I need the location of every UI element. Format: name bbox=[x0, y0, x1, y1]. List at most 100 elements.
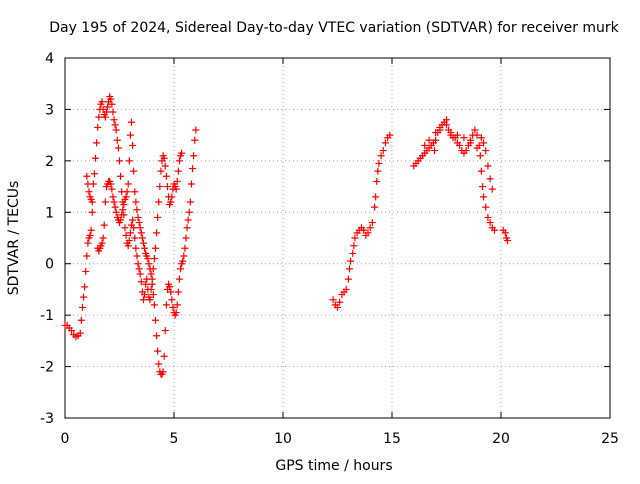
y-tick-label: 4 bbox=[45, 51, 54, 67]
data-point bbox=[488, 185, 496, 193]
data-point bbox=[168, 296, 176, 304]
data-point bbox=[329, 296, 337, 304]
data-point bbox=[144, 255, 152, 263]
data-point bbox=[77, 316, 85, 324]
data-point bbox=[139, 296, 147, 304]
data-point bbox=[178, 149, 186, 157]
data-point bbox=[85, 188, 93, 196]
data-series bbox=[61, 93, 512, 378]
x-tick-label: 5 bbox=[170, 431, 179, 447]
data-point bbox=[147, 285, 155, 293]
data-point bbox=[92, 154, 100, 162]
data-point bbox=[379, 147, 387, 155]
data-point bbox=[139, 239, 147, 247]
data-point bbox=[460, 134, 468, 142]
data-point bbox=[342, 285, 350, 293]
data-point bbox=[134, 213, 142, 221]
data-point bbox=[135, 219, 143, 227]
data-point bbox=[443, 116, 450, 124]
data-point bbox=[160, 154, 168, 162]
y-tick-label: -3 bbox=[40, 411, 54, 427]
data-point bbox=[84, 180, 92, 188]
data-point bbox=[116, 157, 123, 165]
data-point bbox=[107, 180, 115, 188]
data-point bbox=[482, 147, 490, 155]
data-point bbox=[161, 327, 169, 335]
data-point bbox=[473, 144, 481, 152]
data-point bbox=[124, 242, 132, 250]
y-tick-label: -1 bbox=[40, 308, 54, 324]
data-point bbox=[425, 136, 433, 144]
data-point bbox=[134, 260, 142, 268]
data-point bbox=[374, 167, 382, 175]
data-point bbox=[111, 203, 119, 211]
data-point bbox=[174, 288, 182, 296]
x-tick-label: 20 bbox=[492, 431, 510, 447]
data-point bbox=[129, 216, 137, 224]
data-point bbox=[386, 131, 394, 139]
data-point bbox=[135, 265, 143, 273]
data-point bbox=[130, 224, 138, 232]
data-point bbox=[110, 198, 118, 206]
data-point bbox=[462, 147, 470, 155]
data-point bbox=[184, 216, 192, 224]
data-point bbox=[366, 224, 374, 232]
data-point bbox=[351, 234, 359, 242]
data-point bbox=[122, 231, 130, 239]
data-point bbox=[471, 126, 479, 134]
tick-layer: 0 5 10 15 20 25 -3 -2 -1 0 1 2 3 4 bbox=[40, 51, 619, 447]
data-point bbox=[129, 141, 137, 149]
data-point bbox=[150, 301, 158, 309]
data-point bbox=[110, 116, 118, 124]
data-point bbox=[192, 126, 200, 134]
data-point bbox=[131, 188, 139, 196]
data-point bbox=[127, 118, 135, 126]
data-point bbox=[381, 139, 389, 147]
data-point bbox=[371, 203, 379, 211]
data-point bbox=[154, 213, 162, 221]
y-tick-label: 0 bbox=[45, 257, 54, 273]
data-point bbox=[141, 291, 149, 299]
data-point bbox=[166, 283, 174, 291]
data-point bbox=[173, 177, 181, 185]
data-point bbox=[95, 113, 103, 121]
data-point bbox=[172, 185, 180, 193]
data-point bbox=[480, 139, 488, 147]
data-point bbox=[504, 237, 512, 245]
data-point bbox=[121, 224, 129, 232]
data-point bbox=[349, 249, 357, 257]
data-point bbox=[154, 347, 162, 355]
data-point bbox=[126, 131, 134, 139]
data-point bbox=[137, 229, 145, 237]
data-point bbox=[90, 170, 98, 178]
data-point bbox=[477, 167, 485, 175]
data-point bbox=[124, 180, 132, 188]
data-point bbox=[163, 183, 171, 191]
data-point bbox=[87, 226, 95, 234]
data-point bbox=[177, 265, 185, 273]
data-point bbox=[161, 162, 169, 170]
data-point bbox=[100, 221, 108, 229]
data-point bbox=[125, 157, 133, 165]
data-point bbox=[190, 152, 198, 160]
data-point bbox=[436, 123, 444, 131]
data-point bbox=[157, 167, 165, 175]
data-point bbox=[86, 231, 94, 239]
data-point bbox=[456, 141, 464, 149]
data-point bbox=[98, 98, 106, 106]
x-tick-label: 10 bbox=[274, 431, 292, 447]
data-point bbox=[183, 224, 191, 232]
data-point bbox=[130, 167, 138, 175]
data-point bbox=[120, 201, 128, 209]
data-point bbox=[486, 219, 494, 227]
data-point bbox=[375, 159, 383, 167]
data-point bbox=[108, 185, 116, 193]
data-point bbox=[432, 129, 440, 137]
data-point bbox=[83, 252, 91, 260]
data-point bbox=[81, 283, 89, 291]
data-point bbox=[180, 252, 188, 260]
data-point bbox=[156, 183, 164, 191]
data-point bbox=[187, 180, 195, 188]
data-point bbox=[107, 95, 115, 103]
data-point bbox=[114, 144, 122, 152]
